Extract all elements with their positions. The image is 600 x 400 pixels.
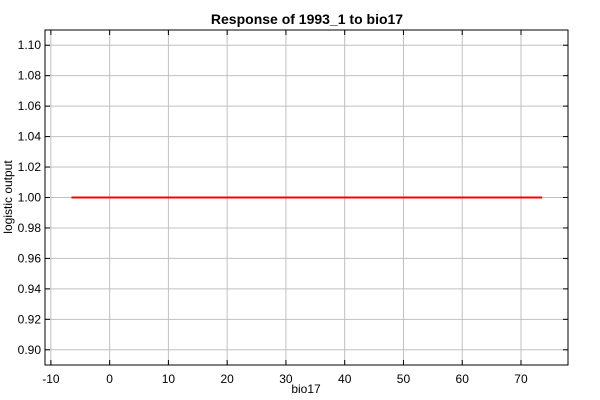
x-tick-label: 20	[220, 372, 234, 386]
x-tick-label: 10	[162, 372, 176, 386]
x-tick-label: 0	[106, 372, 113, 386]
x-axis-label: bio17	[291, 382, 321, 396]
y-tick-label: 1.00	[18, 191, 42, 205]
y-tick-label: 1.10	[18, 38, 42, 52]
x-tick-label: 40	[338, 372, 352, 386]
x-axis: -10 0 10 20 30 40 50 60 70	[42, 30, 528, 386]
x-tick-label: 70	[514, 372, 528, 386]
x-tick-label: 30	[279, 372, 293, 386]
y-tick-label: 0.96	[18, 251, 42, 265]
y-tick-label: 0.90	[18, 343, 42, 357]
x-tick-label: 50	[397, 372, 411, 386]
y-tick-label: 0.94	[18, 282, 42, 296]
y-tick-label: 1.02	[18, 160, 42, 174]
grid	[45, 30, 568, 365]
y-tick-label: 1.08	[18, 69, 42, 83]
x-tick-label: -10	[42, 372, 60, 386]
y-tick-label: 1.04	[18, 130, 42, 144]
y-tick-label: 1.06	[18, 99, 42, 113]
y-tick-label: 0.92	[18, 312, 42, 326]
y-tick-label: 0.98	[18, 221, 42, 235]
y-axis: 0.90 0.92 0.94 0.96 0.98 1.00 1.02 1.04 1.06 1.08…	[18, 38, 568, 357]
chart-title: Response of 1993_1 to bio17	[211, 11, 403, 27]
y-axis-label: logistic output	[1, 160, 15, 234]
x-tick-label: 60	[456, 372, 470, 386]
